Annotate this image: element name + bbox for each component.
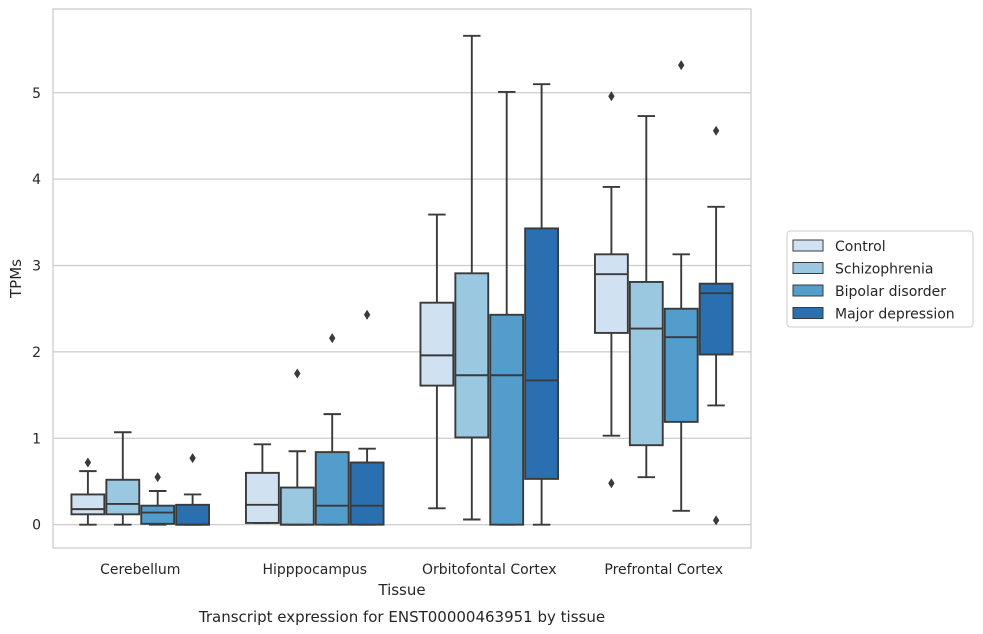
y-axis-label: TPMs (7, 259, 25, 299)
outlier-point (363, 309, 371, 320)
box-0-3 (175, 453, 210, 526)
chart-caption: Transcript expression for ENST0000046395… (198, 608, 605, 626)
box-1-0 (244, 443, 280, 524)
outlier-point (154, 472, 161, 483)
box-0-2 (140, 472, 176, 526)
legend-swatch (792, 239, 824, 252)
box-body (524, 227, 560, 480)
box-body (140, 504, 176, 525)
box-0-0 (70, 457, 106, 526)
box-body (70, 493, 106, 516)
box-body (349, 461, 385, 526)
outlier-point (294, 368, 301, 379)
box-body (314, 451, 350, 526)
legend-label: Major depression (835, 307, 955, 323)
outlier-point (712, 515, 720, 526)
x-tick-label: Orbitofontal Cortex (422, 562, 557, 578)
x-axis-ticks: Cerebellum Hipppocampus Orbitofontal Corte… (100, 562, 723, 578)
outlier-point (608, 91, 615, 102)
box-body (628, 281, 664, 447)
y-tick-label: 1 (32, 431, 41, 447)
box-0-1 (105, 431, 141, 526)
box-body (663, 307, 699, 423)
x-tick-label: Hipppocampus (262, 562, 367, 578)
box-body (279, 486, 315, 526)
x-tick-label: Prefrontal Cortex (604, 562, 723, 578)
legend: Control Schizophrenia Bipolar disorder Majo… (786, 230, 974, 328)
box-2-3 (524, 83, 560, 526)
y-tick-label: 0 (32, 518, 41, 534)
y-tick-label: 3 (32, 259, 41, 275)
outlier-point (84, 457, 92, 468)
box-series (70, 34, 734, 526)
legend-swatch (792, 262, 824, 274)
x-tick-label: Cerebellum (100, 562, 180, 578)
box-body (175, 503, 210, 526)
box-1-1 (279, 368, 315, 526)
box-body (698, 282, 734, 356)
legend-frame (786, 230, 974, 328)
box-3-1 (628, 115, 664, 479)
box-body (454, 272, 490, 439)
box-3-0 (594, 91, 629, 489)
plot-area-border (52, 8, 752, 549)
box-body (594, 253, 629, 334)
legend-swatch (792, 284, 824, 297)
box-3-3 (698, 125, 734, 526)
x-axis-label: Tissue (377, 581, 425, 599)
legend-label: Bipolar disorder (835, 284, 946, 300)
grid-lines (53, 92, 751, 526)
y-tick-label: 5 (32, 86, 41, 102)
legend-label: Control (835, 239, 886, 255)
box-body (419, 301, 455, 387)
box-2-2 (489, 90, 525, 526)
y-tick-label: 4 (32, 172, 41, 188)
box-1-2 (314, 333, 350, 526)
y-axis-ticks: 0 1 2 3 4 5 (32, 86, 41, 534)
box-body (489, 313, 525, 526)
outlier-point (608, 478, 615, 489)
outlier-point (329, 333, 336, 344)
legend-label: Schizophrenia (835, 262, 933, 278)
outlier-point (712, 125, 720, 136)
legend-swatch (792, 307, 824, 319)
outlier-point (678, 60, 685, 71)
box-3-2 (663, 60, 699, 512)
box-2-0 (419, 213, 455, 510)
box-1-3 (349, 309, 385, 526)
box-2-1 (454, 34, 490, 521)
box-body (105, 478, 141, 516)
outlier-point (189, 453, 196, 464)
y-tick-label: 2 (32, 345, 41, 361)
box-body (244, 471, 280, 524)
